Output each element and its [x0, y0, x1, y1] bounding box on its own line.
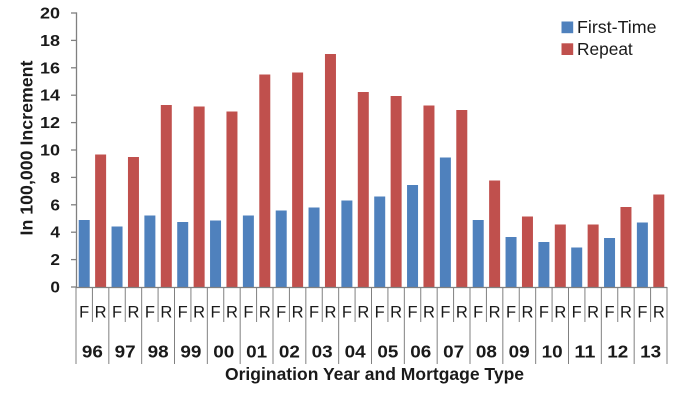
svg-text:R: R: [357, 304, 369, 322]
svg-text:13: 13: [640, 342, 661, 362]
svg-text:98: 98: [148, 342, 169, 362]
svg-text:01: 01: [246, 342, 267, 362]
svg-text:Origination Year and Mortgage: Origination Year and Mortgage Type: [225, 364, 524, 384]
svg-text:F: F: [637, 304, 647, 322]
svg-text:F: F: [604, 304, 614, 322]
svg-text:0: 0: [50, 280, 60, 297]
svg-text:12: 12: [40, 115, 60, 132]
svg-text:F: F: [309, 304, 319, 322]
svg-text:07: 07: [443, 342, 464, 362]
svg-text:R: R: [620, 304, 632, 322]
svg-text:R: R: [226, 304, 238, 322]
svg-text:R: R: [554, 304, 566, 322]
svg-text:F: F: [342, 304, 352, 322]
svg-text:18: 18: [40, 33, 60, 50]
svg-text:R: R: [522, 304, 534, 322]
svg-text:04: 04: [345, 342, 366, 362]
svg-text:2: 2: [50, 252, 60, 269]
svg-text:R: R: [292, 304, 304, 322]
svg-text:R: R: [489, 304, 501, 322]
svg-text:8: 8: [50, 170, 60, 187]
svg-text:00: 00: [213, 342, 234, 362]
svg-text:In 100,000 Increment: In 100,000 Increment: [17, 60, 37, 235]
svg-text:09: 09: [509, 342, 530, 362]
svg-text:12: 12: [607, 342, 628, 362]
svg-text:96: 96: [82, 342, 103, 362]
svg-text:R: R: [390, 304, 402, 322]
svg-text:08: 08: [476, 342, 497, 362]
svg-text:F: F: [473, 304, 483, 322]
svg-text:R: R: [259, 304, 271, 322]
svg-text:R: R: [587, 304, 599, 322]
svg-text:03: 03: [312, 342, 333, 362]
svg-text:F: F: [375, 304, 385, 322]
svg-text:20: 20: [40, 6, 60, 23]
svg-text:R: R: [423, 304, 435, 322]
svg-text:R: R: [456, 304, 468, 322]
svg-text:05: 05: [377, 342, 398, 362]
svg-text:First-Time: First-Time: [577, 17, 657, 37]
svg-text:F: F: [506, 304, 516, 322]
svg-text:10: 10: [40, 143, 60, 160]
svg-text:R: R: [95, 304, 107, 322]
svg-text:06: 06: [410, 342, 431, 362]
svg-text:R: R: [653, 304, 665, 322]
svg-text:4: 4: [50, 225, 60, 242]
svg-text:F: F: [243, 304, 253, 322]
svg-text:R: R: [193, 304, 205, 322]
svg-text:F: F: [145, 304, 155, 322]
svg-text:02: 02: [279, 342, 300, 362]
svg-text:F: F: [440, 304, 450, 322]
svg-text:R: R: [160, 304, 172, 322]
svg-text:16: 16: [40, 60, 60, 77]
svg-text:F: F: [178, 304, 188, 322]
svg-text:10: 10: [542, 342, 563, 362]
svg-text:F: F: [539, 304, 549, 322]
svg-text:F: F: [407, 304, 417, 322]
svg-text:F: F: [210, 304, 220, 322]
svg-text:Repeat: Repeat: [577, 39, 633, 59]
svg-text:F: F: [276, 304, 286, 322]
svg-text:F: F: [572, 304, 582, 322]
svg-text:11: 11: [574, 342, 595, 362]
svg-text:97: 97: [115, 342, 136, 362]
svg-text:99: 99: [180, 342, 201, 362]
svg-text:6: 6: [50, 197, 60, 214]
svg-text:14: 14: [40, 88, 60, 105]
svg-text:R: R: [325, 304, 337, 322]
svg-text:F: F: [112, 304, 122, 322]
svg-text:R: R: [128, 304, 140, 322]
svg-text:F: F: [79, 304, 89, 322]
